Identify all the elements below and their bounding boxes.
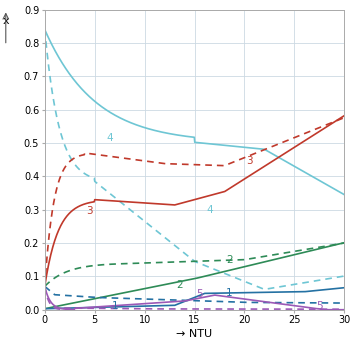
Text: 4: 4 [106,133,113,143]
Text: 1: 1 [111,301,118,311]
Text: 3: 3 [246,156,253,166]
Text: 1: 1 [226,288,233,298]
Text: 5: 5 [196,289,203,299]
Text: 5: 5 [316,302,323,312]
X-axis label: → NTU: → NTU [177,329,213,339]
Text: x: x [2,16,9,26]
Text: 3: 3 [87,206,93,216]
Text: 2: 2 [226,255,233,265]
Text: 4: 4 [206,205,213,215]
Text: 2: 2 [176,280,183,290]
